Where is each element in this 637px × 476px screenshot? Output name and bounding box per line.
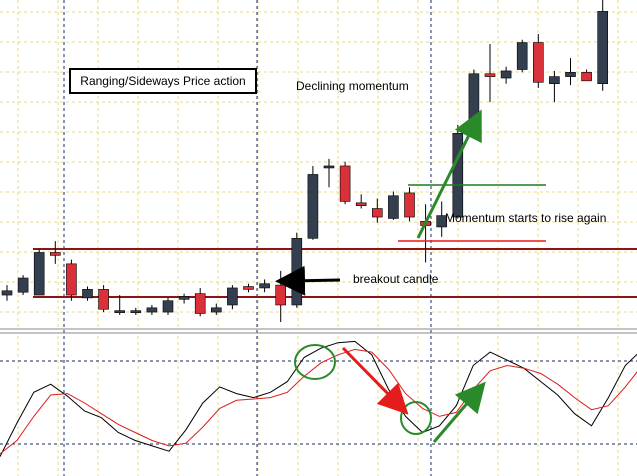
candle-body-28 (452, 133, 464, 218)
candle-body-7 (114, 310, 125, 313)
candle-body-4 (66, 263, 77, 296)
candle-body-12 (194, 293, 206, 314)
candle-body-21 (339, 165, 351, 202)
candle-body-30 (484, 73, 496, 77)
candle-body-36 (581, 72, 592, 82)
candle-body-31 (500, 70, 512, 79)
candle-body-18 (291, 238, 303, 306)
breakout-arrow (275, 265, 341, 296)
candle-body-13 (211, 307, 222, 313)
candle-body-16 (259, 283, 270, 289)
crossover-circle-top (294, 344, 336, 380)
candle-body-0 (1, 290, 13, 296)
candle-body-24 (388, 195, 399, 219)
candle-body-32 (516, 42, 528, 70)
candle-body-11 (178, 296, 190, 300)
candle-body-5 (82, 289, 93, 299)
declining-red-arrow (341, 346, 409, 415)
candle-body-17 (275, 284, 287, 306)
momentum-rise-label: Momentum starts to rise again (445, 211, 607, 225)
candle-body-1 (17, 277, 29, 293)
candle-body-35 (565, 72, 576, 77)
candle-body-8 (130, 310, 142, 313)
declining-momentum-label: Declining momentum (296, 79, 409, 93)
candle-body-25 (404, 192, 415, 218)
oscillator-signal-line (0, 348, 637, 455)
candle-body-34 (549, 76, 560, 84)
candle-body-33 (532, 42, 544, 83)
candle-body-3 (49, 252, 61, 256)
candle-body-9 (146, 307, 158, 313)
ranging-annotation-text: Ranging/Sideways Price action (80, 74, 246, 88)
candle-body-23 (371, 208, 383, 218)
momentum-green-arrow (416, 109, 482, 239)
candle-body-10 (162, 300, 174, 313)
candle-body-27 (436, 215, 448, 228)
rising-green-arrow (432, 381, 486, 443)
candle-body-20 (323, 165, 335, 169)
candle-body-37 (597, 11, 609, 84)
candle-body-22 (355, 202, 367, 206)
oscillator-main-line (0, 340, 637, 457)
candle-body-15 (243, 286, 254, 290)
candle-body-6 (98, 289, 109, 310)
candle-body-19 (307, 174, 319, 239)
candle-body-14 (227, 287, 238, 306)
breakout-candle-label: breakout candle (353, 272, 439, 286)
candle-body-2 (33, 252, 45, 296)
crossover-circle-bottom (400, 401, 432, 435)
ranging-annotation-box: Ranging/Sideways Price action (69, 68, 257, 94)
